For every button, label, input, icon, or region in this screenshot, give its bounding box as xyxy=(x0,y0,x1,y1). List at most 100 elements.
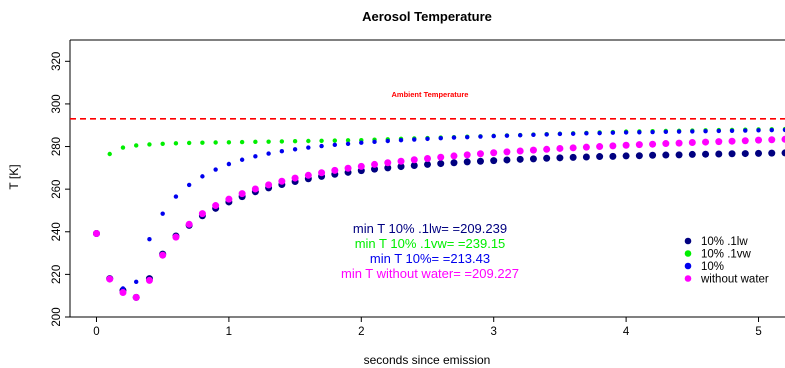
data-point xyxy=(781,149,785,157)
x-axis-label: seconds since emission xyxy=(364,353,491,367)
data-point xyxy=(384,164,392,172)
y-tick-label: 200 xyxy=(51,307,63,326)
data-point xyxy=(424,160,431,168)
data-point xyxy=(675,151,683,159)
data-point xyxy=(173,141,179,146)
data-point xyxy=(226,161,232,167)
data-point xyxy=(213,140,218,145)
min-temperature-annotation: min T without water= =209.227 xyxy=(341,266,519,281)
data-point xyxy=(715,150,723,158)
data-point xyxy=(622,141,630,149)
data-point xyxy=(106,275,114,283)
data-point xyxy=(663,129,669,135)
data-point xyxy=(253,154,258,159)
data-point xyxy=(119,288,127,296)
data-point xyxy=(569,153,577,161)
data-point xyxy=(265,181,273,189)
data-point xyxy=(478,134,483,139)
data-point xyxy=(371,160,379,168)
data-point xyxy=(345,141,351,146)
data-point xyxy=(450,152,458,160)
data-point xyxy=(239,157,245,162)
data-point xyxy=(306,145,311,150)
data-point xyxy=(582,143,590,151)
data-point xyxy=(132,293,140,301)
data-point xyxy=(147,237,152,242)
y-tick-label: 320 xyxy=(51,52,63,71)
data-point xyxy=(292,147,298,152)
data-point xyxy=(504,133,510,138)
data-point xyxy=(251,185,259,193)
data-point xyxy=(292,139,298,144)
data-point xyxy=(557,131,563,137)
data-point xyxy=(556,154,564,162)
data-point xyxy=(609,142,617,150)
data-point xyxy=(596,153,604,161)
data-point xyxy=(623,130,629,135)
data-point xyxy=(465,134,470,140)
x-tick-label: 1 xyxy=(226,326,232,338)
min-temperature-annotation: min T 10%= =213.43 xyxy=(370,251,490,266)
data-point xyxy=(516,155,524,163)
data-point xyxy=(186,182,192,188)
data-point xyxy=(543,145,551,153)
data-point xyxy=(238,190,246,198)
y-axis-label: T [K] xyxy=(7,164,21,189)
y-axis: 200 220 240 260 280 300 320 xyxy=(51,52,70,327)
legend-label: 10% xyxy=(701,261,724,273)
y-tick-label: 300 xyxy=(51,94,63,113)
data-point xyxy=(160,141,165,146)
y-tick-label: 220 xyxy=(51,265,63,284)
data-point xyxy=(675,139,683,147)
data-point xyxy=(397,163,405,171)
data-point xyxy=(331,166,339,174)
data-point xyxy=(743,128,748,133)
data-point xyxy=(279,139,285,144)
data-point xyxy=(424,154,431,162)
data-point xyxy=(345,138,351,143)
data-point xyxy=(609,152,617,160)
data-point xyxy=(676,129,682,134)
data-point xyxy=(755,136,763,144)
x-tick-label: 4 xyxy=(623,326,630,338)
data-point xyxy=(332,142,338,148)
y-tick-label: 260 xyxy=(51,180,63,199)
data-point xyxy=(662,140,670,148)
legend-marker xyxy=(684,262,692,270)
data-point xyxy=(278,177,286,185)
data-point xyxy=(438,136,443,141)
legend-marker xyxy=(684,250,692,257)
x-axis: 0 1 2 3 4 5 xyxy=(93,317,762,338)
data-point xyxy=(650,129,655,135)
data-point xyxy=(741,150,749,158)
data-point xyxy=(410,162,418,170)
data-point xyxy=(266,139,271,144)
data-point xyxy=(715,138,723,146)
legend-label: 10% .1vw xyxy=(701,249,752,261)
data-point xyxy=(517,133,523,138)
data-point xyxy=(635,141,643,149)
data-point xyxy=(728,137,736,145)
data-point xyxy=(226,140,232,145)
data-point xyxy=(610,130,616,135)
data-point xyxy=(145,276,153,284)
data-point xyxy=(185,220,193,228)
data-point xyxy=(570,131,576,136)
data-point xyxy=(107,151,112,157)
data-point xyxy=(649,140,657,148)
data-point xyxy=(596,143,604,151)
data-point xyxy=(134,143,139,148)
data-point xyxy=(437,160,445,168)
x-tick-label: 3 xyxy=(491,326,497,338)
data-point xyxy=(503,148,511,156)
data-point xyxy=(529,146,537,154)
data-point xyxy=(756,128,761,133)
y-tick-label: 240 xyxy=(51,222,63,241)
data-point xyxy=(319,138,324,143)
series-3 xyxy=(92,135,785,301)
chart-title: Aerosol Temperature xyxy=(362,9,492,24)
data-point xyxy=(755,149,763,157)
data-point xyxy=(398,137,404,143)
data-point xyxy=(463,151,471,159)
legend-label: without water xyxy=(700,274,769,286)
